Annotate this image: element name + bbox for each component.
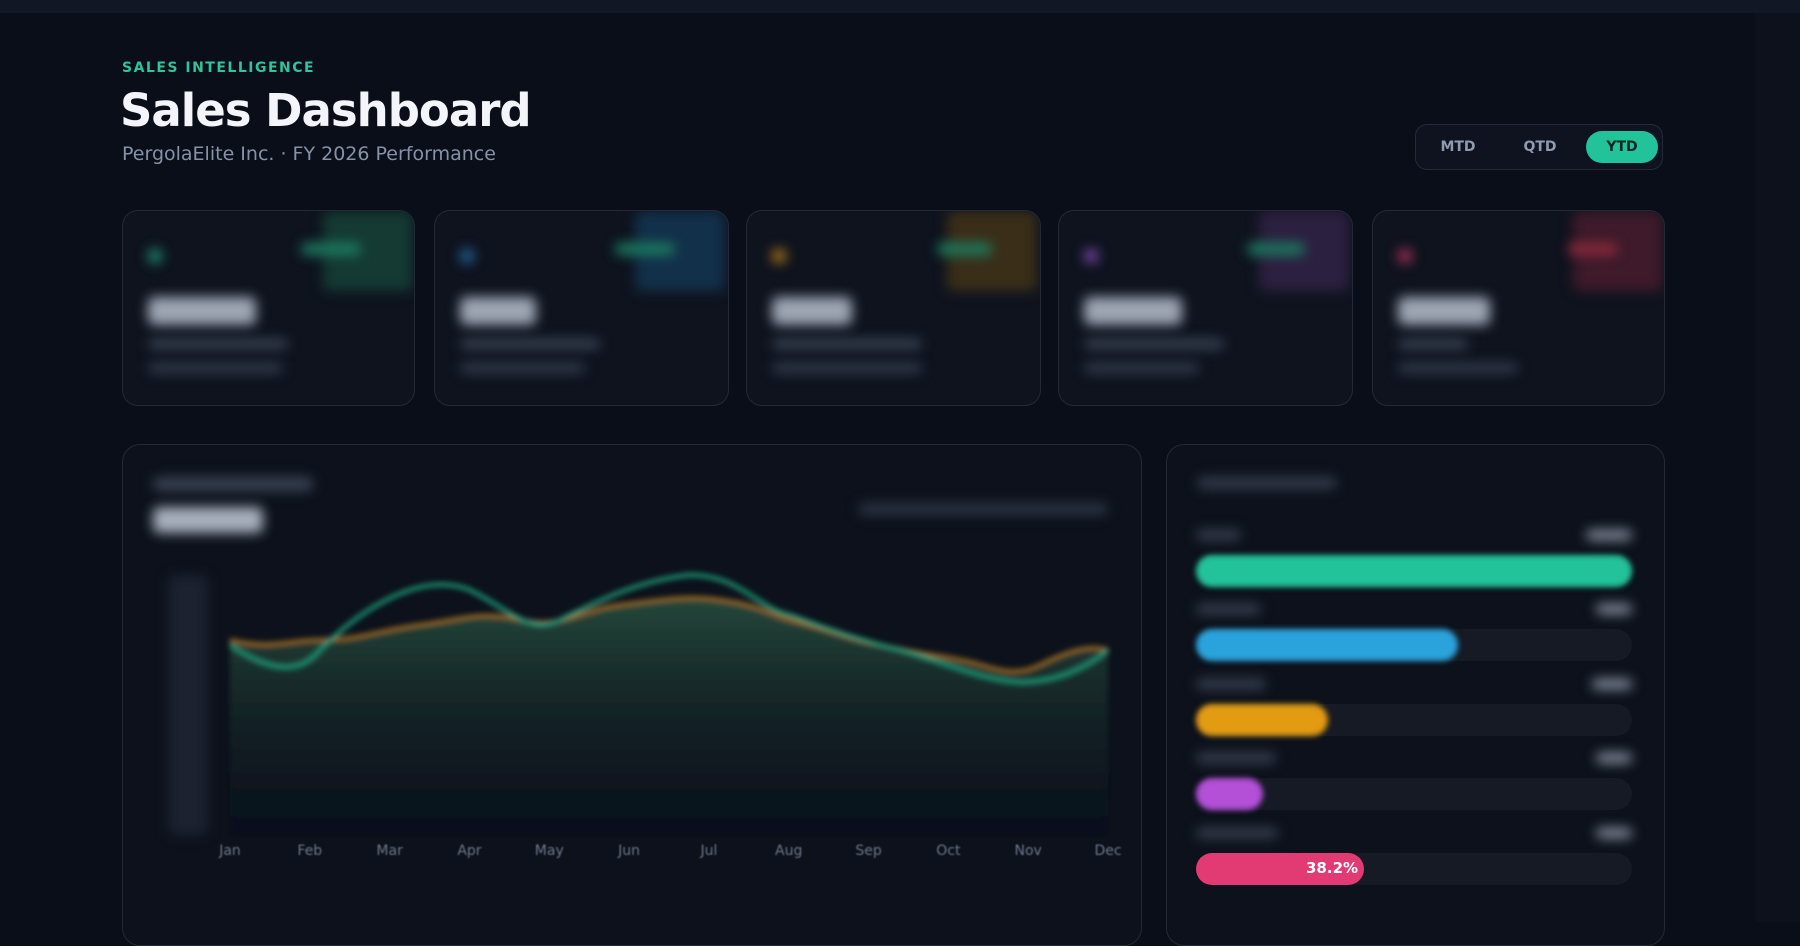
- stage-count: [1596, 604, 1632, 614]
- target-line: [229, 595, 1109, 674]
- period-option[interactable]: YTD: [1586, 131, 1658, 163]
- badge: [301, 243, 361, 255]
- y-axis-labels: [168, 575, 208, 835]
- note: [772, 363, 922, 373]
- badge: [1568, 243, 1618, 255]
- page-title: Sales Dashboard: [120, 84, 532, 137]
- note: [148, 363, 283, 373]
- top-bar: [0, 0, 1800, 13]
- trend-area: [228, 572, 1110, 836]
- stage-name: [1196, 828, 1278, 838]
- period-option[interactable]: MTD: [1440, 139, 1476, 155]
- funnel-bar: [1196, 555, 1632, 587]
- x-tick-label: Oct: [936, 843, 961, 859]
- note: [1084, 363, 1199, 373]
- badge: [1247, 243, 1305, 255]
- funnel-bar: [1196, 629, 1458, 661]
- kpi-card: [122, 210, 415, 406]
- value: [1398, 297, 1490, 325]
- label: [1398, 339, 1468, 349]
- x-tick-label: Nov: [1014, 843, 1042, 859]
- stage-count: [1586, 530, 1632, 540]
- panel-title: [153, 477, 313, 491]
- x-tick-label: Aug: [775, 843, 803, 859]
- funnel-bar: [1196, 778, 1263, 810]
- funnel-bar-label: 38.2%: [1306, 859, 1359, 877]
- stage-name: [1196, 679, 1266, 689]
- kpi-card: [746, 210, 1041, 406]
- note: [1398, 363, 1518, 373]
- kpi-card: [434, 210, 729, 406]
- panel-title: [1197, 477, 1337, 489]
- funnel-track: [1196, 778, 1632, 810]
- value: [148, 297, 256, 325]
- stage-name: [1196, 753, 1276, 763]
- icon: [1084, 249, 1098, 263]
- x-tick-label: Apr: [457, 843, 482, 859]
- value: [1084, 297, 1182, 325]
- label: [772, 339, 922, 349]
- period-toggle: MTD QTD YTD: [1415, 124, 1663, 170]
- legend: [858, 503, 1108, 515]
- revenue-line: [228, 572, 1110, 685]
- icon: [772, 249, 786, 263]
- icon: [460, 249, 474, 263]
- x-tick-label: Dec: [1094, 843, 1122, 859]
- icon: [1398, 249, 1412, 263]
- label: [1084, 339, 1224, 349]
- x-tick-label: Sep: [855, 843, 882, 859]
- stage-count: [1596, 753, 1632, 763]
- value: [460, 297, 536, 325]
- x-tick-label: Jan: [219, 843, 241, 859]
- label: [460, 339, 600, 349]
- stage-name: [1196, 604, 1261, 614]
- icon: [148, 249, 162, 263]
- eyebrow: SALES INTELLIGENCE: [122, 60, 316, 76]
- x-tick-label: Jun: [618, 843, 641, 859]
- area-fill: [230, 597, 1108, 836]
- side-strip: [1755, 13, 1800, 922]
- stage-count: [1596, 828, 1632, 838]
- subtitle: PergolaElite Inc. · FY 2026 Performance: [122, 143, 496, 165]
- funnel-bar: [1196, 704, 1328, 736]
- x-tick-label: May: [534, 843, 564, 859]
- period-option[interactable]: QTD: [1523, 139, 1557, 155]
- badge: [937, 243, 992, 255]
- stage-count: [1592, 679, 1632, 689]
- panel-value: [153, 507, 263, 533]
- x-tick-label: Mar: [376, 843, 403, 859]
- funnel-bar: [1196, 853, 1364, 885]
- kpi-card: [1372, 210, 1665, 406]
- note: [460, 363, 585, 373]
- value: [772, 297, 852, 325]
- x-tick-label: Feb: [297, 843, 323, 859]
- badge: [615, 243, 675, 255]
- x-tick-label: Jul: [700, 843, 718, 859]
- kpi-card: [1058, 210, 1353, 406]
- label: [148, 339, 288, 349]
- stage-name: [1196, 530, 1241, 540]
